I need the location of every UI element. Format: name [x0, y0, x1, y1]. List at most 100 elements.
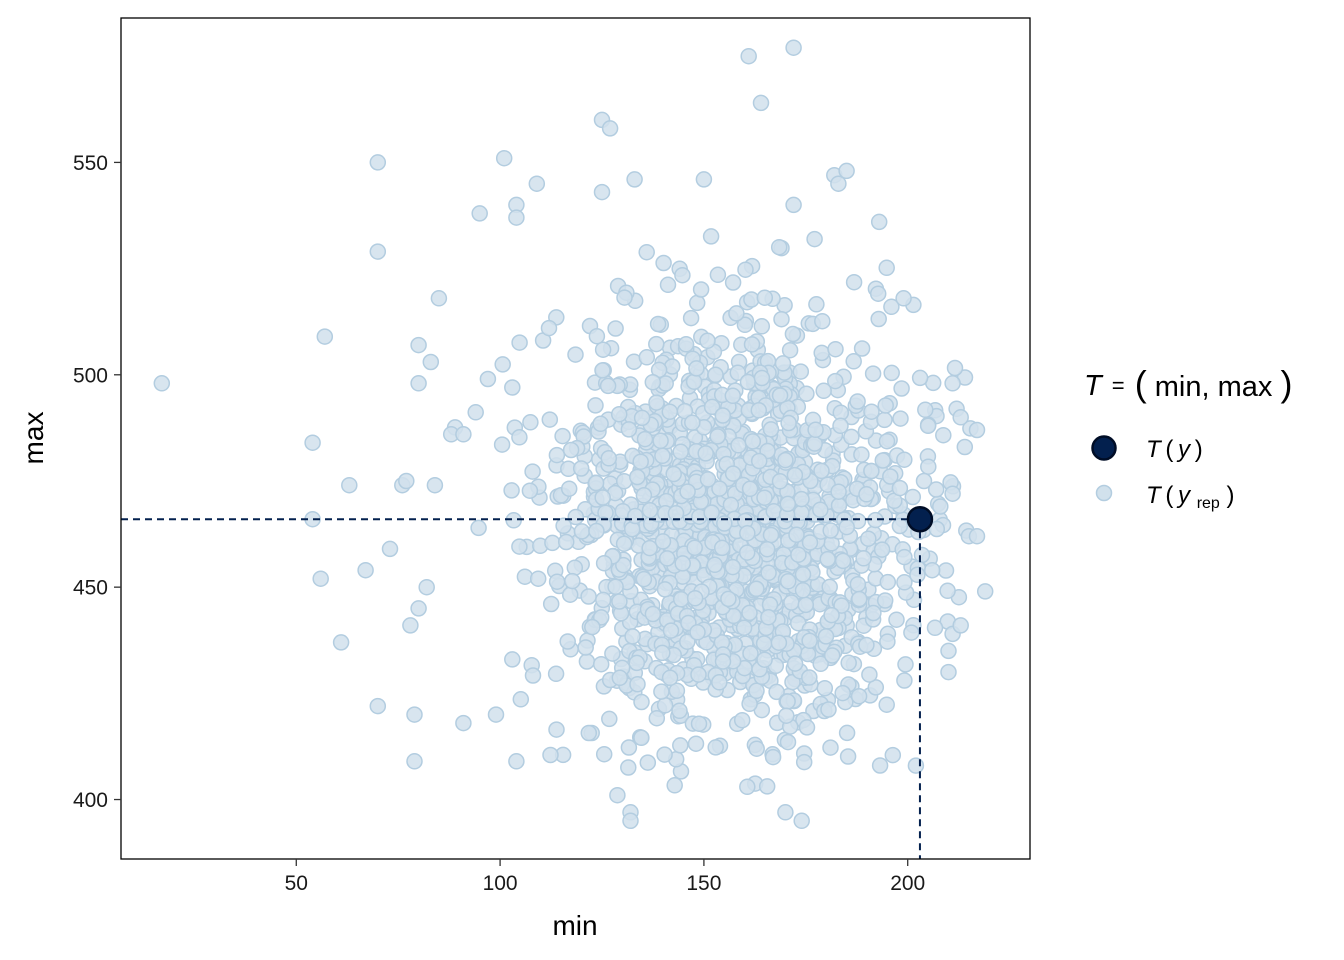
replicated-point [741, 695, 758, 713]
replicated-point [944, 485, 961, 502]
replicated-point [968, 527, 986, 545]
replicated-point [877, 397, 894, 414]
replicated-point [690, 666, 707, 683]
replicated-point [560, 480, 578, 497]
replicated-point [641, 502, 659, 519]
replicated-point [426, 476, 444, 494]
replicated-point [952, 409, 969, 426]
replicated-point [801, 632, 818, 650]
replicated-point [541, 411, 559, 428]
replicated-point [758, 540, 776, 558]
replicated-point [786, 466, 804, 484]
replicated-point [883, 364, 900, 382]
replicated-point [742, 645, 759, 662]
observed-point [906, 505, 934, 533]
replicated-point [542, 595, 560, 613]
replicated-point [548, 721, 565, 738]
replicated-point [658, 550, 676, 567]
replicated-point [593, 183, 611, 201]
replicated-point [840, 654, 857, 672]
replicated-point [739, 373, 757, 391]
replicated-point [709, 266, 727, 284]
replicated-point [867, 679, 885, 696]
replicated-point [873, 541, 891, 558]
replicated-point [548, 573, 566, 590]
replicated-point [495, 149, 513, 167]
replicated-point [674, 555, 691, 572]
replicated-point [940, 642, 957, 660]
replicated-point [665, 465, 682, 483]
replicated-point [849, 393, 866, 410]
replicated-point [786, 655, 804, 672]
replicated-point [580, 588, 597, 605]
replicated-point [755, 635, 773, 652]
replicated-point [592, 415, 609, 433]
replicated-point [656, 581, 674, 598]
replicated-point [884, 746, 902, 764]
replicated-point [620, 739, 638, 756]
y-axis-title: max [18, 412, 49, 465]
replicated-point [398, 472, 415, 490]
replicated-point [874, 452, 892, 469]
replicated-point [512, 691, 530, 708]
replicated-point [707, 366, 724, 384]
replicated-point [839, 748, 857, 765]
replicated-point [720, 590, 737, 608]
replicated-point [703, 398, 721, 416]
replicated-point [636, 430, 654, 448]
replicated-point [676, 402, 694, 420]
replicated-point [741, 604, 758, 622]
replicated-point [832, 417, 849, 435]
replicated-point [819, 550, 836, 568]
replicated-point [528, 175, 546, 192]
replicated-point [620, 421, 638, 438]
replicated-point [653, 683, 670, 700]
replicated-point [702, 228, 720, 245]
replicated-point [594, 362, 611, 379]
replicated-point [780, 414, 797, 432]
replicated-point [689, 624, 706, 641]
replicated-point [703, 504, 720, 521]
replicated-point [567, 346, 584, 363]
replicated-point [812, 655, 829, 673]
replicated-point [940, 663, 957, 681]
replicated-point [748, 740, 765, 757]
replicated-point [733, 711, 751, 729]
replicated-point [707, 739, 724, 756]
replicated-point [739, 524, 756, 542]
replicated-point [493, 436, 511, 453]
replicated-point [610, 405, 628, 423]
plot-panel-border [120, 17, 1031, 860]
replicated-point [850, 687, 868, 705]
replicated-point [896, 574, 913, 591]
replicated-point [849, 575, 867, 593]
replicated-point [812, 501, 829, 518]
replicated-point [920, 458, 937, 475]
replicated-point [609, 786, 626, 804]
replicated-point [566, 559, 584, 576]
replicated-point [672, 591, 690, 608]
replicated-point [830, 175, 847, 192]
replicated-point [594, 341, 612, 358]
replicated-point [879, 633, 896, 650]
replicated-point [864, 365, 882, 382]
replicated-point [594, 489, 611, 506]
replicated-point [410, 336, 427, 354]
replicated-point [685, 373, 703, 390]
replicated-point [956, 438, 974, 456]
replicated-point [722, 496, 740, 514]
replicated-point [654, 447, 671, 465]
replicated-point [686, 539, 703, 556]
replicated-point [778, 707, 795, 724]
replicated-point [952, 617, 969, 634]
replicated-point [584, 618, 601, 636]
replicated-point [716, 515, 733, 532]
replicated-point [827, 372, 844, 390]
replicated-point [770, 634, 788, 651]
replicated-point [479, 370, 497, 388]
replicated-point [332, 634, 350, 651]
replicated-point [628, 654, 646, 672]
replicated-point [679, 633, 696, 650]
replicated-point [709, 428, 726, 445]
replicated-point [968, 421, 986, 439]
